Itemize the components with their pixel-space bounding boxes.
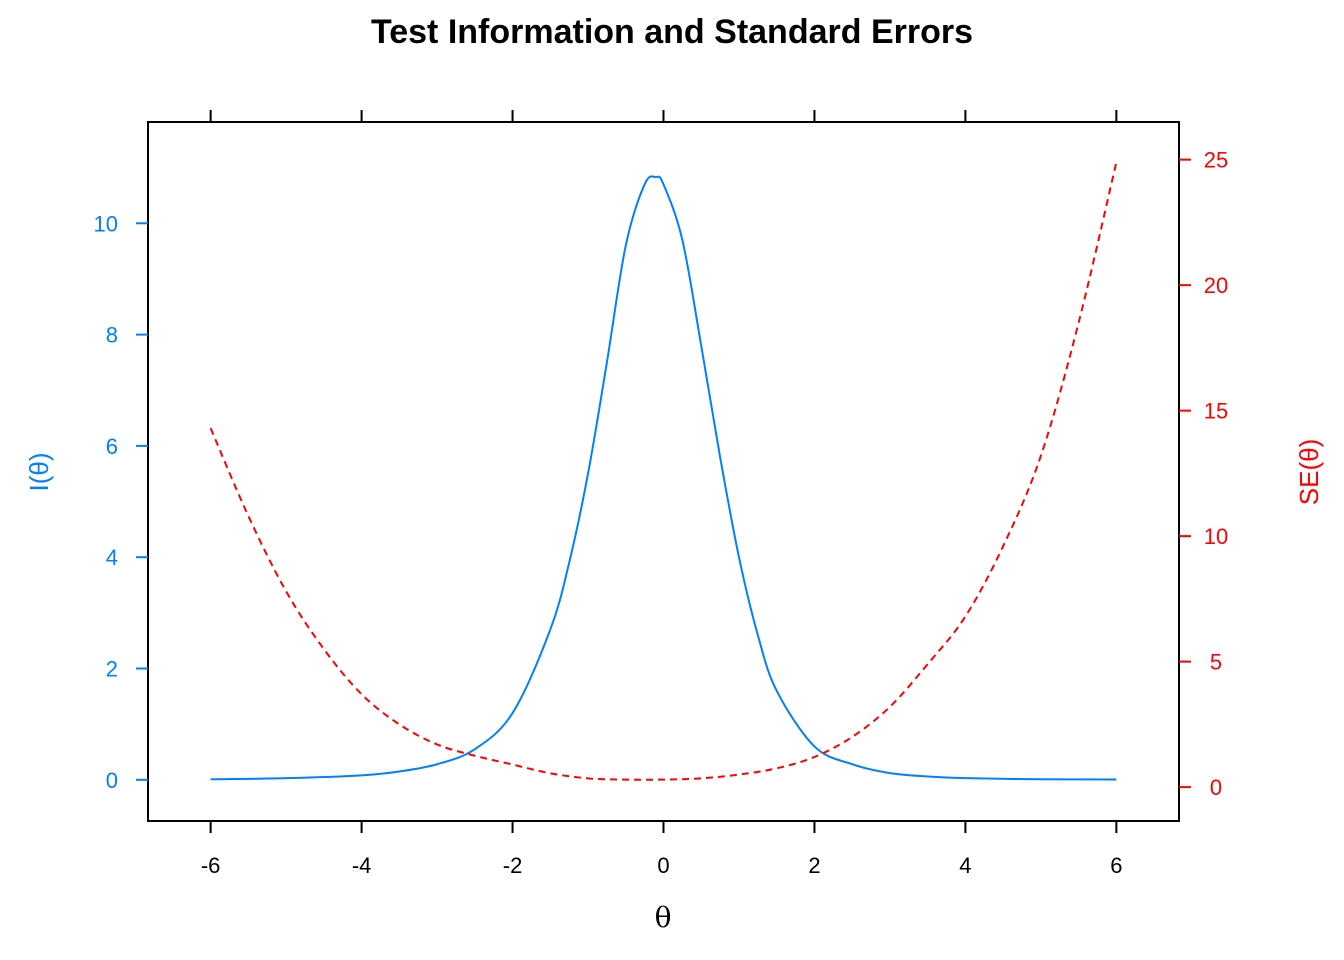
y-left-tick-label: 8 xyxy=(106,323,118,348)
x-tick-label: 0 xyxy=(657,853,669,878)
y-left-tick-label: 6 xyxy=(106,434,118,459)
y-axis-left: 0 2 4 6 8 10 xyxy=(94,211,148,793)
y-left-tick-label: 4 xyxy=(106,545,118,570)
information-curve xyxy=(210,175,1117,781)
x-tick-label: 6 xyxy=(1110,853,1122,878)
series-layer xyxy=(209,161,1118,781)
y-axis-left-label: I(θ) xyxy=(24,453,54,492)
y-axis-right: 0 5 10 15 20 25 xyxy=(1179,148,1228,800)
y-left-tick-label: 0 xyxy=(106,768,118,793)
y-left-tick-label: 10 xyxy=(94,211,118,236)
x-tick-label: -6 xyxy=(201,853,221,878)
y-left-tick-label: 2 xyxy=(106,657,118,682)
y-right-tick-label: 20 xyxy=(1204,273,1228,298)
y-right-tick-label: 0 xyxy=(1210,775,1222,800)
y-right-tick-label: 25 xyxy=(1204,148,1228,173)
y-right-tick-label: 15 xyxy=(1204,399,1228,424)
standard-error-curve xyxy=(209,161,1118,781)
y-right-tick-label: 5 xyxy=(1210,650,1222,675)
x-tick-label: -4 xyxy=(352,853,372,878)
plot-frame xyxy=(147,121,1180,822)
x-axis-label: θ xyxy=(655,901,672,934)
chart-title: Test Information and Standard Errors xyxy=(371,13,973,51)
y-axis-right-label: SE(θ) xyxy=(1294,439,1324,505)
x-tick-label: -2 xyxy=(503,853,523,878)
y-right-tick-label: 10 xyxy=(1204,524,1228,549)
x-tick-label: 4 xyxy=(959,853,971,878)
x-axis: -6 -4 -2 0 2 4 6 xyxy=(201,110,1122,878)
x-tick-label: 2 xyxy=(808,853,820,878)
